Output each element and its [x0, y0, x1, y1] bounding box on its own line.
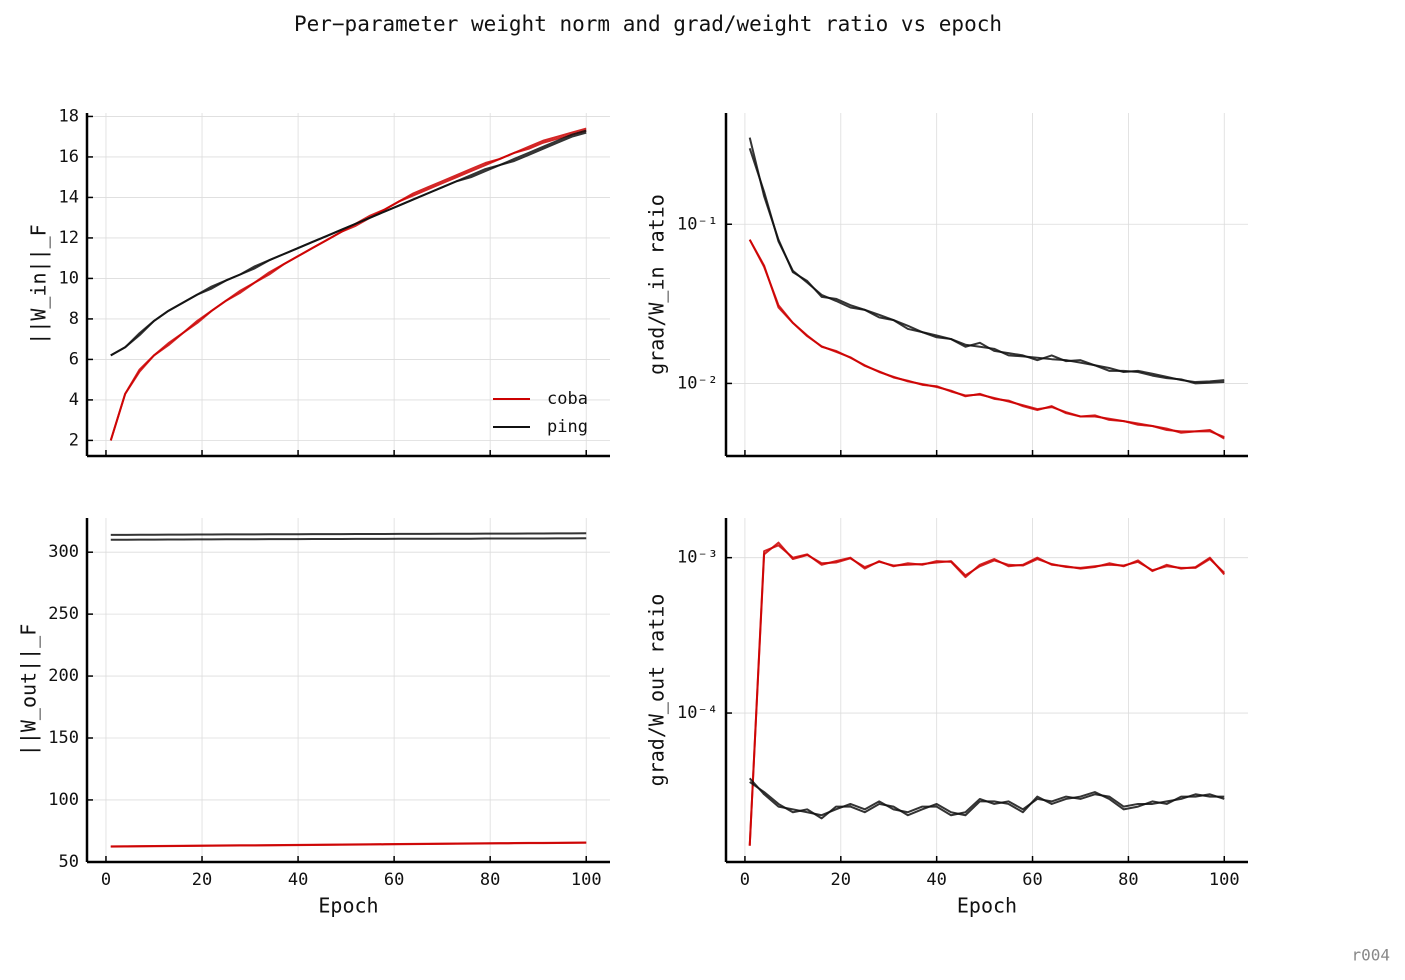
y-tick-label: 4: [69, 390, 79, 410]
y-tick-label: 10⁻¹: [677, 214, 718, 234]
x-axis-label: Epoch: [957, 894, 1017, 918]
y-tick-label: 8: [69, 309, 79, 329]
x-tick-label: 80: [480, 870, 500, 890]
y-tick-label: 200: [48, 666, 79, 686]
series-line: [110, 131, 587, 357]
y-axis-label: ||W_in||_F: [27, 224, 51, 344]
y-tick-label: 12: [59, 228, 79, 248]
y-axis-label: grad/W_out ratio: [645, 594, 669, 787]
series-line: [110, 532, 587, 536]
y-tick-label: 18: [59, 106, 79, 126]
y-tick-label: 6: [69, 349, 79, 369]
y-tick-label: 250: [48, 604, 79, 624]
series-line: [110, 129, 587, 357]
series-line: [749, 781, 1225, 820]
series-line: [748, 147, 1225, 385]
y-tick-label: 10⁻³: [677, 548, 718, 568]
y-axis-label: ||W_out||_F: [17, 624, 41, 756]
y-axis-label: grad/W_in ratio: [645, 194, 669, 375]
y-tick-label: 300: [48, 542, 79, 562]
x-tick-label: 0: [740, 870, 750, 890]
x-tick-label: 40: [926, 870, 946, 890]
x-tick-label: 80: [1118, 870, 1138, 890]
series-line: [109, 129, 587, 441]
y-tick-label: 14: [59, 187, 79, 207]
y-tick-label: 150: [48, 728, 79, 748]
series-line: [748, 541, 1225, 846]
x-tick-label: 100: [571, 870, 602, 890]
series-line: [109, 127, 587, 441]
y-tick-label: 2: [69, 430, 79, 450]
series-line: [110, 841, 587, 848]
figure-title: Per−parameter weight norm and grad/weigh…: [294, 12, 1002, 36]
x-tick-label: 60: [384, 870, 404, 890]
y-tick-label: 10: [59, 268, 79, 288]
y-tick-label: 16: [59, 147, 79, 167]
y-tick-label: 10⁻⁴: [677, 703, 718, 723]
series-line: [748, 239, 1225, 440]
x-axis-label: Epoch: [318, 894, 378, 918]
series-line: [110, 537, 587, 541]
x-tick-label: 0: [101, 870, 111, 890]
y-tick-label: 10⁻²: [677, 373, 718, 393]
series-line: [748, 239, 1225, 439]
series-line: [748, 777, 1225, 817]
footer: r004: [1351, 946, 1390, 965]
legend-label: coba: [547, 389, 588, 409]
x-tick-label: 60: [1022, 870, 1042, 890]
legend-label: ping: [547, 417, 588, 437]
x-tick-label: 20: [192, 870, 212, 890]
x-tick-label: 20: [831, 870, 851, 890]
x-tick-label: 100: [1209, 870, 1240, 890]
x-tick-label: 40: [288, 870, 308, 890]
y-tick-label: 50: [59, 852, 79, 872]
y-tick-label: 100: [48, 790, 79, 810]
